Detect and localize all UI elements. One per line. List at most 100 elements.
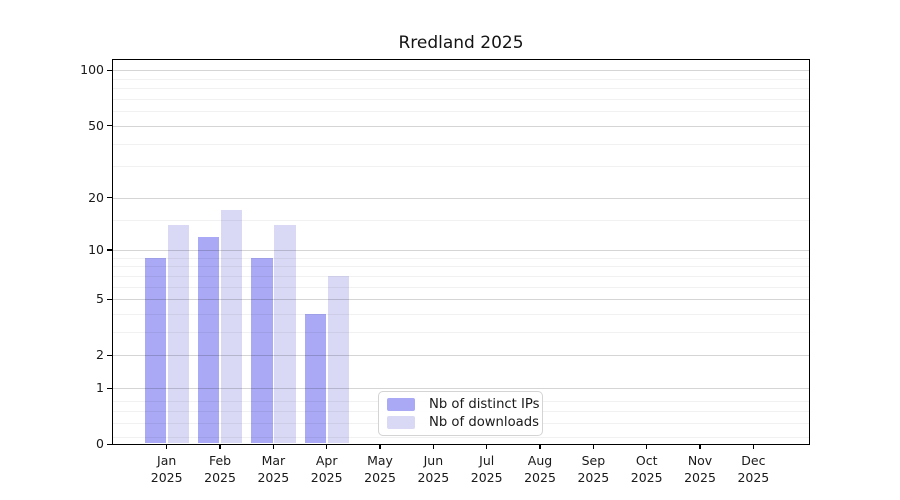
month-label: Feb <box>208 452 232 468</box>
bar-distinct-ips <box>198 236 220 444</box>
minor-gridline <box>112 313 810 315</box>
year-label: 2025 <box>257 469 290 485</box>
minor-gridline <box>112 332 810 333</box>
major-gridline <box>112 250 810 252</box>
bar-distinct-ips <box>144 257 166 444</box>
year-label: 2025 <box>577 469 610 485</box>
minor-gridline <box>112 286 810 288</box>
bar-downloads <box>274 224 296 444</box>
major-gridline <box>112 388 810 390</box>
x-tick-label-mar: Mar 2025 <box>241 452 305 486</box>
major-gridline <box>112 125 810 127</box>
y-tick-label: 20 <box>88 189 104 205</box>
y-tick-label: 50 <box>88 117 104 133</box>
x-tick-mark <box>592 444 594 449</box>
month-label: Dec <box>741 452 766 468</box>
y-tick-label: 0 <box>96 436 104 452</box>
year-label: 2025 <box>417 469 450 485</box>
month-label: Jan <box>157 452 177 468</box>
minor-gridline <box>112 88 810 90</box>
year-label: 2025 <box>150 469 183 485</box>
minor-gridline <box>112 266 810 268</box>
major-gridline <box>112 70 810 72</box>
month-label: May <box>367 452 393 468</box>
x-tick-label-feb: Feb 2025 <box>188 452 252 486</box>
y-tick-label: 2 <box>96 347 104 363</box>
x-tick-label-aug: Aug 2025 <box>508 452 572 486</box>
legend-swatch-downloads <box>387 415 415 429</box>
y-tick-mark <box>107 125 112 127</box>
x-tick-mark <box>379 444 381 449</box>
y-tick-mark <box>107 197 112 199</box>
bar-downloads <box>220 210 243 444</box>
y-tick-label: 1 <box>96 380 104 396</box>
y-tick-mark <box>107 443 112 445</box>
year-label: 2025 <box>364 469 396 485</box>
x-tick-label-nov: Nov 2025 <box>668 452 732 486</box>
y-tick-label: 5 <box>96 291 104 307</box>
year-label: 2025 <box>524 469 556 485</box>
minor-gridline <box>112 257 810 259</box>
year-label: 2025 <box>204 469 236 485</box>
month-label: Mar <box>261 452 286 468</box>
minor-gridline <box>112 99 810 101</box>
month-label: Apr <box>315 452 338 468</box>
minor-gridline <box>112 143 810 145</box>
month-label: Aug <box>527 452 553 468</box>
x-tick-label-apr: Apr 2025 <box>295 452 359 486</box>
bar-downloads <box>327 275 349 444</box>
major-gridline <box>112 299 810 301</box>
bar-distinct-ips <box>304 313 326 444</box>
x-tick-mark <box>699 444 701 449</box>
x-tick-label-may: May 2025 <box>348 452 412 486</box>
x-tick-mark <box>646 444 648 449</box>
major-gridline <box>112 197 810 199</box>
month-label: Jul <box>479 452 495 468</box>
year-label: 2025 <box>310 469 343 485</box>
y-tick-mark <box>107 69 112 72</box>
y-tick-mark <box>107 298 112 300</box>
minor-gridline <box>112 166 810 168</box>
x-tick-mark <box>539 444 541 449</box>
bar-distinct-ips <box>251 257 273 444</box>
year-label: 2025 <box>737 469 770 485</box>
plot-area <box>112 59 810 445</box>
x-tick-mark <box>486 444 488 449</box>
major-gridline <box>112 355 810 357</box>
legend: Nb of distinct IPs Nb of downloads <box>378 390 543 436</box>
x-tick-label-oct: Oct 2025 <box>615 452 679 486</box>
year-label: 2025 <box>684 469 716 485</box>
x-tick-mark <box>272 444 274 449</box>
minor-gridline <box>112 436 810 438</box>
x-tick-label-jul: Jul 2025 <box>455 452 519 486</box>
legend-label: Nb of downloads <box>429 414 539 430</box>
y-tick-label: 100 <box>80 62 104 78</box>
legend-item-downloads: Nb of downloads <box>379 415 542 430</box>
year-label: 2025 <box>630 469 663 485</box>
minor-gridline <box>112 78 810 80</box>
month-label: Nov <box>687 452 713 468</box>
x-tick-mark <box>219 444 221 449</box>
chart-title: Rredland 2025 <box>398 33 524 53</box>
x-tick-mark <box>752 444 754 449</box>
y-tick-label: 10 <box>88 242 104 258</box>
year-label: 2025 <box>470 469 503 485</box>
legend-swatch-distinct-ips <box>387 397 415 411</box>
y-tick-mark <box>107 354 112 356</box>
x-tick-label-sep: Sep 2025 <box>561 452 625 486</box>
month-label: Jun <box>423 452 444 468</box>
minor-gridline <box>112 219 810 221</box>
legend-item-distinct-ips: Nb of distinct IPs <box>379 397 542 412</box>
bar-downloads <box>167 224 189 444</box>
month-label: Sep <box>581 452 606 468</box>
x-tick-mark <box>166 444 168 449</box>
x-tick-mark <box>326 444 328 449</box>
x-tick-label-jan: Jan 2025 <box>135 452 199 486</box>
minor-gridline <box>112 275 810 277</box>
y-tick-mark <box>107 249 112 251</box>
x-tick-label-jun: Jun 2025 <box>401 452 465 486</box>
x-tick-mark <box>432 444 434 449</box>
month-label: Oct <box>635 452 658 468</box>
minor-gridline <box>112 111 810 113</box>
